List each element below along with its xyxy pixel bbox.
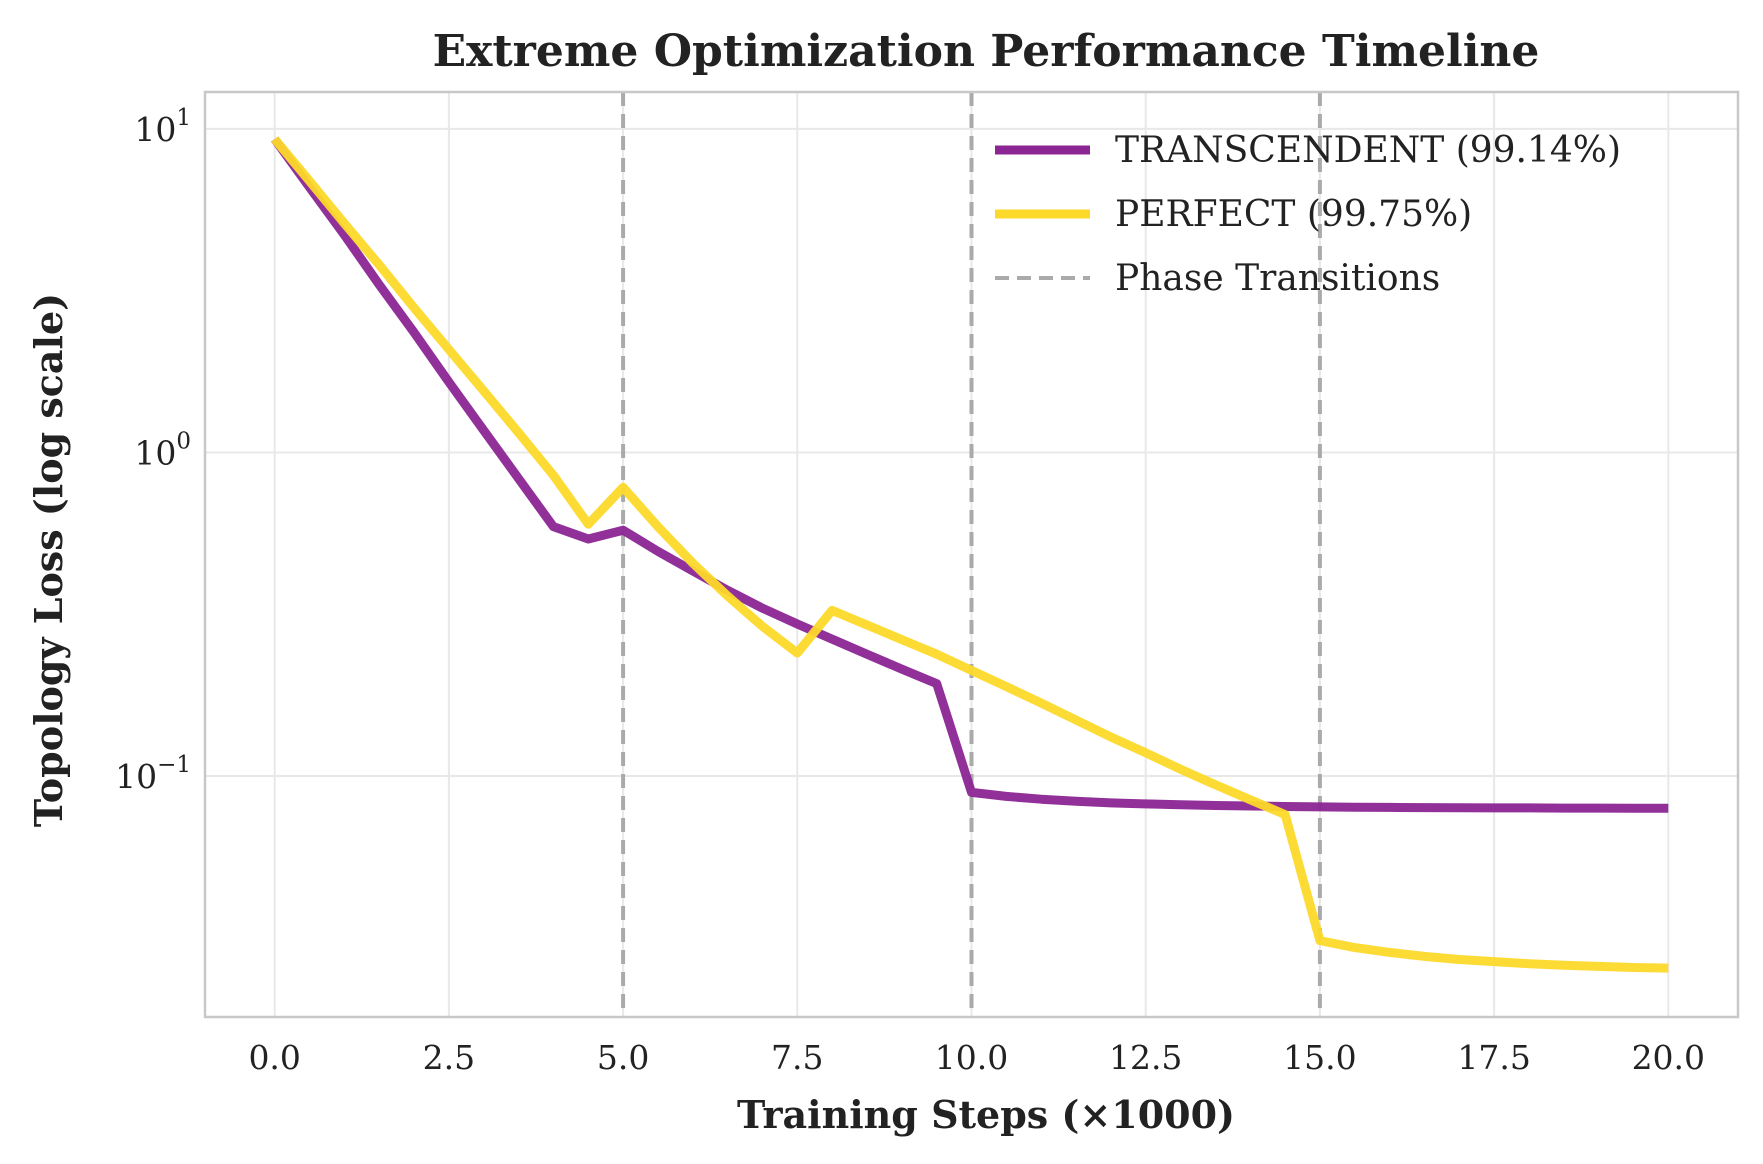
y-tick-label: 101 [134, 105, 191, 149]
x-tick-label: 0.0 [248, 1038, 300, 1077]
y-axis-label: Topology Loss (log scale) [26, 293, 71, 827]
phase-transition-lines [621, 92, 1322, 1017]
x-tick-label: 7.5 [771, 1038, 823, 1077]
x-tick-label: 17.5 [1457, 1038, 1530, 1077]
y-tick-label: 10−1 [115, 752, 191, 796]
x-axis-label: Training Steps (×1000) [737, 1092, 1235, 1137]
y-tick-exponent: −1 [157, 752, 191, 778]
y-tick-label: 100 [134, 428, 191, 472]
y-tick-base: 10 [134, 433, 176, 472]
legend-label: Phase Transitions [1115, 258, 1440, 299]
y-tick-base: 10 [115, 757, 157, 796]
plot-frame [203, 90, 1740, 1019]
legend-label: PERFECT (99.75%) [1115, 194, 1472, 235]
x-axis-ticks: 0.0 2.5 5.0 7.5 10.0 12.5 15.0 17.5 20.0 [248, 1038, 1705, 1077]
x-tick-label: 12.5 [1109, 1038, 1182, 1077]
chart-title: Extreme Optimization Performance Timelin… [433, 26, 1540, 77]
series-lines [271, 136, 1669, 973]
legend: TRANSCENDENT (99.14%) PERFECT (99.75%) Pha… [995, 130, 1621, 299]
x-tick-label: 2.5 [423, 1038, 475, 1077]
y-tick-exponent: 1 [176, 105, 191, 131]
x-tick-label: 20.0 [1632, 1038, 1705, 1077]
series-line-1 [271, 136, 1669, 813]
x-tick-label: 10.0 [935, 1038, 1008, 1077]
legend-label: TRANSCENDENT (99.14%) [1115, 130, 1621, 171]
x-tick-label: 5.0 [597, 1038, 649, 1077]
series-line-2 [271, 136, 1669, 973]
y-tick-exponent: 0 [176, 428, 191, 454]
x-tick-label: 15.0 [1283, 1038, 1356, 1077]
y-tick-base: 10 [134, 110, 176, 149]
